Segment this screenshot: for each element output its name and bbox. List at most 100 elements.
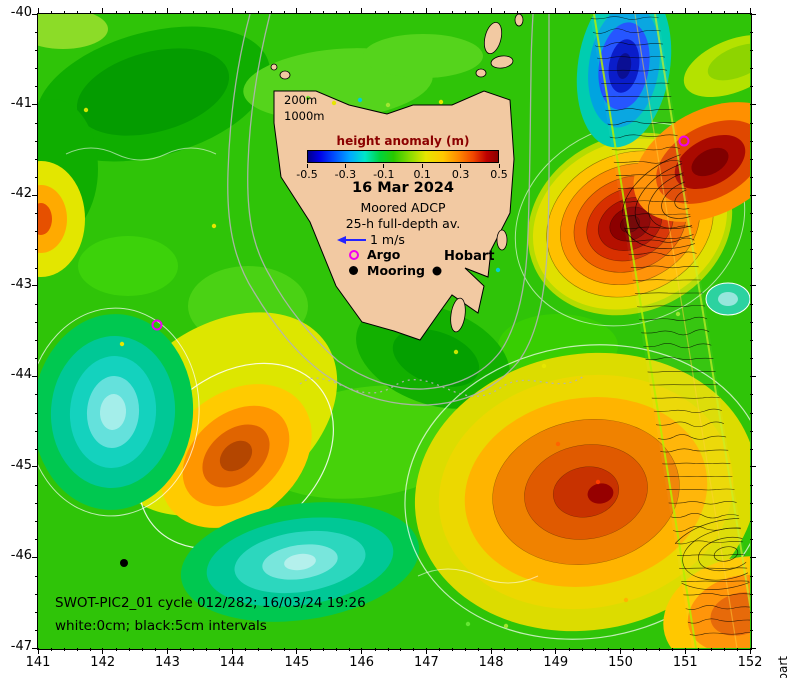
x-axis-minor-tick bbox=[309, 648, 311, 651]
x-axis-tick-label: 145 bbox=[284, 655, 310, 670]
x-axis-minor-tick bbox=[141, 11, 143, 14]
swath-contour-line bbox=[620, 225, 694, 229]
y-axis-minor-tick bbox=[750, 321, 753, 323]
x-axis-minor-tick bbox=[374, 11, 376, 14]
x-axis-minor-tick bbox=[711, 11, 713, 14]
x-axis-minor-tick bbox=[698, 648, 700, 651]
x-axis-tick bbox=[555, 648, 557, 654]
x-axis-minor-tick bbox=[607, 11, 609, 14]
swath-contour-line bbox=[589, 27, 662, 34]
swath-contour-line bbox=[597, 82, 670, 84]
swath-contour-line bbox=[681, 604, 750, 610]
y-axis-minor-tick bbox=[750, 32, 753, 34]
x-axis-minor-tick bbox=[542, 11, 544, 14]
y-axis-tick bbox=[32, 194, 38, 196]
x-axis-minor-tick bbox=[478, 648, 480, 651]
y-axis-minor-tick bbox=[35, 213, 38, 215]
y-axis-minor-tick bbox=[35, 593, 38, 595]
x-axis-minor-tick bbox=[568, 11, 570, 14]
y-axis-minor-tick bbox=[750, 140, 753, 142]
x-axis-minor-tick bbox=[724, 648, 726, 651]
y-axis-tick-label: -46 bbox=[10, 548, 32, 564]
x-axis-minor-tick bbox=[322, 648, 324, 651]
y-axis-minor-tick bbox=[750, 213, 753, 215]
swath-contour-line bbox=[610, 159, 683, 164]
x-axis-minor-tick bbox=[542, 648, 544, 651]
x-axis-minor-tick bbox=[724, 11, 726, 14]
x-axis-minor-tick bbox=[711, 648, 713, 651]
y-axis-minor-tick bbox=[35, 340, 38, 342]
x-axis-minor-tick bbox=[504, 648, 506, 651]
x-axis-minor-tick bbox=[193, 11, 195, 14]
colorbar-tick-label: -0.1 bbox=[373, 168, 395, 181]
map-canvas bbox=[37, 13, 750, 648]
swath-contour-line bbox=[599, 95, 672, 97]
y-axis-minor-tick bbox=[35, 32, 38, 34]
x-axis-minor-tick bbox=[115, 648, 117, 651]
x-axis-tick bbox=[490, 8, 492, 14]
x-axis-tick-label: 141 bbox=[25, 655, 51, 670]
swath-contour-line bbox=[641, 356, 714, 360]
swath-contour-line bbox=[629, 278, 702, 281]
y-axis-minor-tick bbox=[35, 321, 38, 323]
y-axis-minor-tick bbox=[750, 448, 753, 450]
x-axis-tick-label: 144 bbox=[219, 655, 245, 670]
y-axis-minor-tick bbox=[750, 358, 753, 360]
y-axis-minor-tick bbox=[750, 68, 753, 70]
colorbar-tick bbox=[421, 164, 423, 168]
x-axis-minor-tick bbox=[413, 648, 415, 651]
x-axis-minor-tick bbox=[516, 11, 518, 14]
swath-contour-line bbox=[656, 448, 729, 452]
x-axis-minor-tick bbox=[271, 11, 273, 14]
y-axis-minor-tick bbox=[35, 539, 38, 541]
y-axis-tick bbox=[750, 194, 756, 196]
colorbar-tick bbox=[498, 164, 500, 168]
x-axis-minor-tick bbox=[594, 648, 596, 651]
swath-contour-line bbox=[625, 251, 698, 256]
swath-contour-line bbox=[601, 107, 674, 111]
swath-contour-line bbox=[686, 631, 750, 636]
x-axis-minor-tick bbox=[271, 648, 273, 651]
argo-marker bbox=[151, 319, 162, 330]
bathymetry-contours bbox=[226, 13, 584, 406]
swath-contour-line bbox=[677, 580, 750, 582]
swath-contour-line bbox=[658, 462, 731, 464]
x-axis-minor-tick bbox=[219, 648, 221, 651]
x-axis-minor-tick bbox=[50, 648, 52, 651]
offshore-islands bbox=[270, 13, 523, 332]
y-axis-minor-tick bbox=[35, 122, 38, 124]
y-axis-minor-tick bbox=[750, 412, 753, 414]
x-axis-minor-tick bbox=[258, 11, 260, 14]
swath-contour-line bbox=[652, 421, 725, 427]
y-axis-tick bbox=[750, 375, 756, 377]
swath-contour-line bbox=[679, 592, 750, 596]
x-axis-tick bbox=[361, 648, 363, 654]
y-axis-tick bbox=[32, 647, 38, 649]
x-axis-minor-tick bbox=[283, 11, 285, 14]
y-axis-minor-tick bbox=[750, 158, 753, 160]
y-axis-minor-tick bbox=[750, 521, 753, 523]
swath-contour-line bbox=[618, 212, 691, 216]
x-axis-minor-tick bbox=[439, 648, 441, 651]
warm-patch-west-edge bbox=[37, 160, 85, 277]
x-axis-minor-tick bbox=[154, 648, 156, 651]
x-axis-tick-label: 142 bbox=[90, 655, 116, 670]
swath-contour-line bbox=[589, 15, 660, 20]
x-axis-minor-tick bbox=[206, 648, 208, 651]
x-axis-minor-tick bbox=[387, 648, 389, 651]
x-axis-tick bbox=[749, 648, 751, 654]
corner-curl bbox=[707, 43, 750, 80]
y-axis-minor-tick bbox=[750, 593, 753, 595]
x-axis-minor-tick bbox=[737, 11, 739, 14]
x-axis-minor-tick bbox=[283, 648, 285, 651]
caption-contour-info: white:0cm; black:5cm intervals bbox=[55, 618, 267, 634]
x-axis-minor-tick bbox=[322, 11, 324, 14]
x-axis-minor-tick bbox=[76, 11, 78, 14]
y-axis-minor-tick bbox=[750, 430, 753, 432]
y-axis-minor-tick bbox=[750, 575, 753, 577]
y-axis-minor-tick bbox=[750, 484, 753, 486]
y-axis-tick bbox=[32, 556, 38, 558]
small-cold-blob bbox=[705, 282, 750, 315]
swath-contour-line bbox=[595, 68, 668, 71]
